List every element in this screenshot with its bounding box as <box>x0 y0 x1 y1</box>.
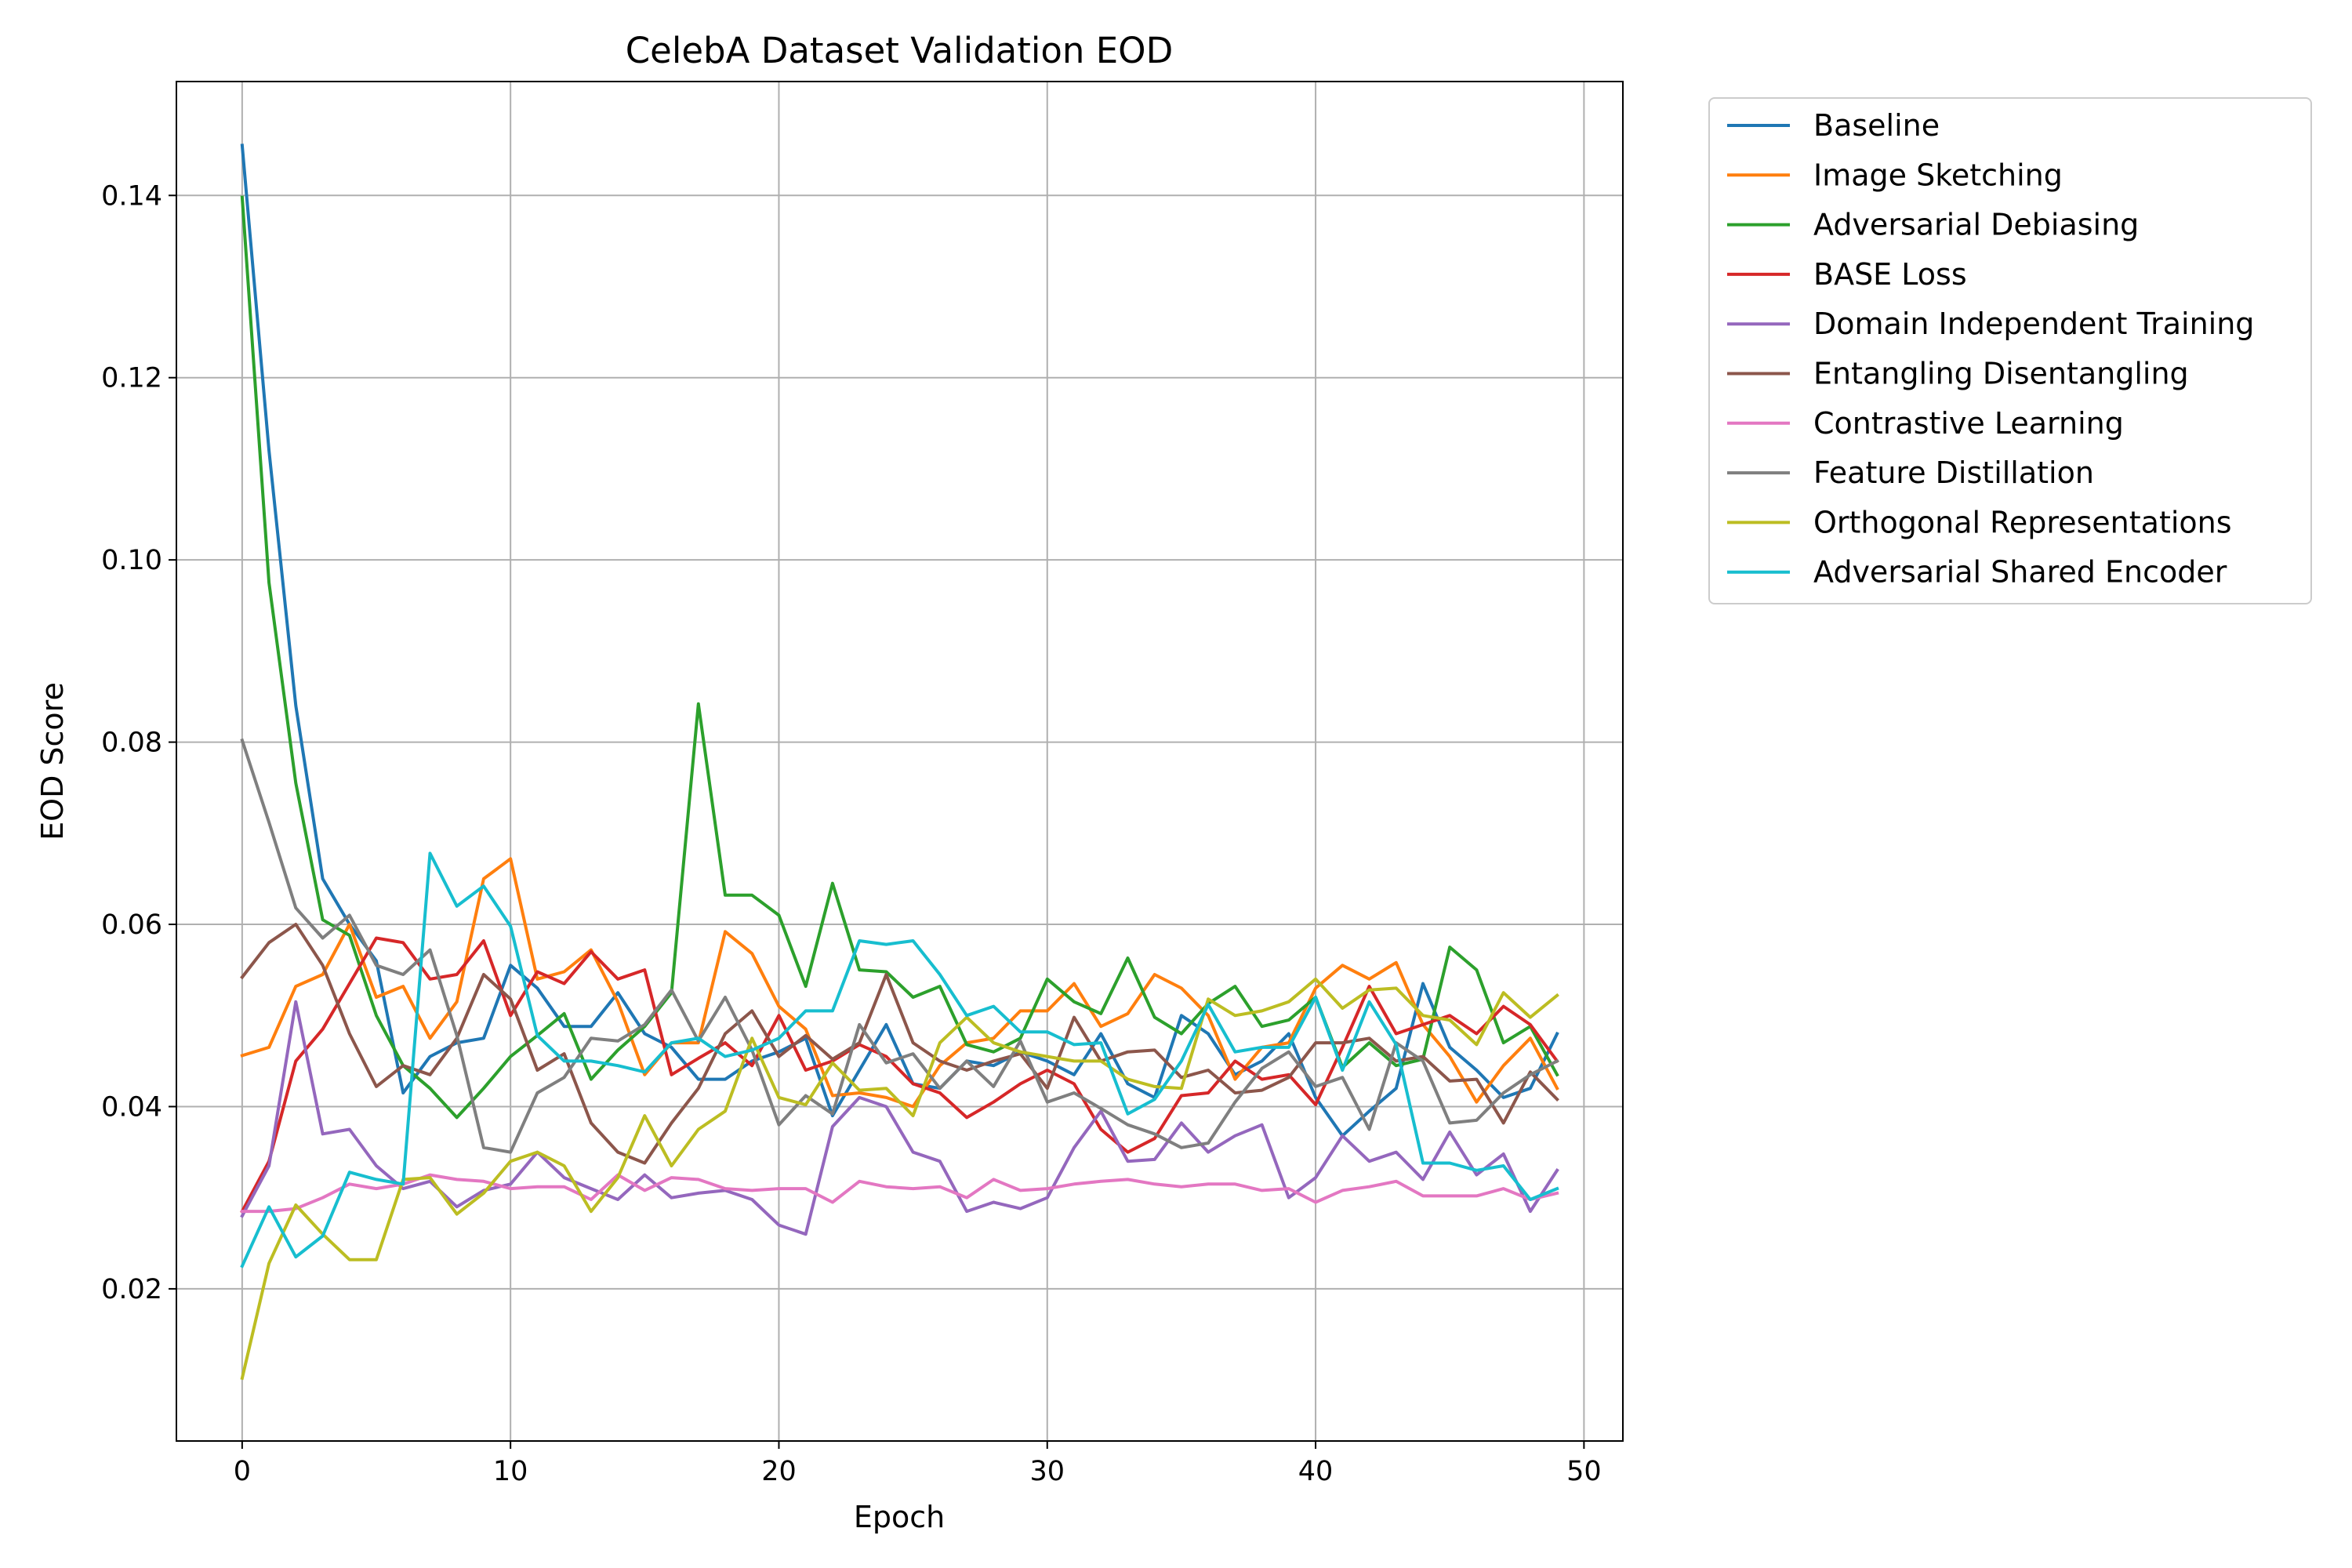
x-axis: 0 10 20 30 40 50 <box>234 1441 1602 1487</box>
series-line-contrastive-learning <box>240 1173 1559 1214</box>
legend-label-orthogonal-representations: Orthogonal Representations <box>1813 505 2232 539</box>
legend-label-baseline: Baseline <box>1813 108 1940 143</box>
x-tick-label: 50 <box>1566 1456 1602 1487</box>
legend-label-image-sketching: Image Sketching <box>1813 158 2063 192</box>
x-axis-label: Epoch <box>854 1500 945 1534</box>
y-tick-label: 0.06 <box>101 909 162 941</box>
chart-title: CelebA Dataset Validation EOD <box>626 30 1174 71</box>
y-tick-label: 0.12 <box>101 363 162 394</box>
y-tick-label: 0.02 <box>101 1274 162 1305</box>
y-axis-label: EOD Score <box>35 682 70 840</box>
legend-label-base-loss: BASE Loss <box>1813 257 1967 292</box>
x-tick-label: 20 <box>761 1456 797 1487</box>
series-layer <box>240 143 1559 1381</box>
x-tick-label: 40 <box>1298 1456 1334 1487</box>
legend-label-feature-distillation: Feature Distillation <box>1813 456 2094 490</box>
x-tick-label: 10 <box>493 1456 528 1487</box>
grid-lines <box>176 82 1623 1441</box>
y-tick-label: 0.10 <box>101 545 162 576</box>
legend-frame <box>1708 97 2312 604</box>
y-tick-label: 0.04 <box>101 1091 162 1123</box>
series-line-entangling-disentangling <box>240 923 1559 1165</box>
series-line-adversarial-shared-encoder <box>240 851 1559 1269</box>
series-line-feature-distillation <box>240 738 1559 1154</box>
series-line-orthogonal-representations <box>240 977 1559 1381</box>
legend: Baseline Image Sketching Adversarial Debia… <box>1708 97 2312 604</box>
legend-label-entangling-disentangling: Entangling Disentangling <box>1813 357 2189 391</box>
legend-label-adversarial-shared-encoder: Adversarial Shared Encoder <box>1813 555 2227 590</box>
legend-label-contrastive-learning: Contrastive Learning <box>1813 406 2124 441</box>
x-tick-label: 0 <box>234 1456 251 1487</box>
series-line-baseline <box>240 143 1559 1138</box>
y-tick-label: 0.08 <box>101 728 162 759</box>
x-tick-label: 30 <box>1029 1456 1065 1487</box>
y-axis: 0.02 0.04 0.06 0.08 0.10 0.12 0.14 <box>101 180 176 1305</box>
y-tick-label: 0.14 <box>101 180 162 212</box>
series-line-domain-independent-training <box>240 1000 1559 1236</box>
plot-frame <box>176 81 1624 1442</box>
legend-label-adversarial-debiasing: Adversarial Debiasing <box>1813 208 2139 242</box>
legend-label-domain-independent-training: Domain Independent Training <box>1813 307 2254 341</box>
